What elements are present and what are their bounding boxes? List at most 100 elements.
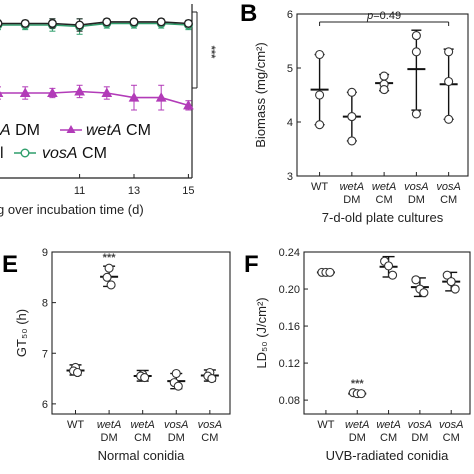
panel-b-x-tick-label-line2: CM: [440, 194, 457, 206]
panel-f-ld50-chart: 0.08 0.12 0.16 0.20 0.24 LD₅₀ (J/cm²) WT wetA DM…: [254, 247, 471, 463]
panel-b-data-point: [347, 87, 357, 97]
panel-e-x-tick-label-line2: DM: [168, 432, 185, 444]
panel-f-y-tick-label: 0.20: [279, 284, 300, 296]
panel-b-x-tick-label-line2: DM: [343, 194, 360, 206]
panel-a-significance: ***: [205, 46, 217, 60]
panel-label-b: B: [240, 0, 257, 27]
panel-e-data-point: [173, 381, 183, 391]
panel-b-data-point: [444, 114, 454, 124]
panel-e-data-point: [106, 280, 116, 290]
panel-b-data-point: [411, 47, 421, 57]
panel-a-point-triangle: [101, 87, 113, 97]
panel-a-x-axis-label: g over incubation time (d): [0, 202, 144, 217]
panel-b-data-point: [411, 31, 421, 41]
panel-e-data-point: [140, 372, 150, 383]
panel-e-x-tick-label-line2: DM: [101, 432, 118, 444]
panel-a-point-circle: [47, 18, 57, 28]
panel-f-y-tick-label: 0.12: [279, 358, 300, 370]
panel-e-x-tick-label: wetA: [130, 419, 154, 431]
panel-e-y-tick-label: 7: [42, 348, 48, 360]
panel-e-x-tick-label-line2: CM: [134, 432, 151, 444]
panel-f-x-tick-label-line2: DM: [411, 432, 428, 444]
panel-b-y-tick-label: 6: [287, 9, 293, 21]
panel-e-x-axis-label: Normal conidia: [98, 448, 185, 463]
panel-f-y-tick-label: 0.08: [279, 395, 300, 407]
panel-e-y-tick-label: 9: [42, 247, 48, 259]
panel-a-series-line: [0, 90, 189, 107]
panel-b-data-point: [347, 136, 357, 146]
panel-f-significance: ***: [351, 378, 365, 390]
panel-b-x-tick-label: WT: [311, 181, 328, 193]
panel-a-legend-marker-2: [66, 125, 76, 133]
panel-e-y-tick-label: 6: [42, 399, 48, 411]
panel-b-y-tick-label: 3: [287, 171, 293, 183]
panel-label-f: F: [244, 251, 259, 278]
panel-b-x-tick-label: vosA: [436, 181, 460, 193]
panel-f-x-tick-label-line2: DM: [349, 432, 366, 444]
panel-a-series-line: [0, 21, 189, 26]
panel-f-x-tick-label: vosA: [439, 419, 463, 431]
panel-b-data-point: [315, 90, 325, 100]
panel-b-y-axis-label: Biomass (mg/cm²): [253, 42, 268, 147]
panel-a-point-triangle: [155, 92, 167, 102]
panel-a-point-triangle: [128, 92, 140, 102]
panel-a-point-triangle: [74, 85, 85, 96]
panel-a-point-circle: [0, 19, 3, 28]
panel-b-x-tick-label-line2: DM: [408, 194, 425, 206]
panel-f-x-tick-label-line2: CM: [380, 432, 397, 444]
panel-a-point-circle: [102, 17, 112, 27]
panel-f-x-tick-label: WT: [317, 419, 334, 431]
panel-e-x-tick-label-line2: CM: [201, 432, 218, 444]
panel-a-point-circle: [75, 20, 85, 30]
panel-a-x-tick-label: 13: [128, 185, 140, 197]
panel-a-x-tick-label: 15: [182, 185, 194, 197]
panel-f-y-tick-label: 0.16: [279, 321, 300, 333]
panel-f-data-point: [446, 277, 456, 287]
panel-a-legend-marker-4: [20, 148, 30, 158]
panel-e-significance: ***: [103, 252, 117, 264]
panel-a-line-chart: *** 11 13 15 g over incubation time (d) A DM w…: [0, 4, 217, 217]
panel-a-point-circle: [156, 17, 166, 27]
panel-e-y-tick-label: 8: [42, 298, 48, 310]
panel-b-x-axis-label: 7-d-old plate cultures: [322, 210, 444, 225]
panel-a-legend-entry-3: l: [0, 145, 4, 162]
panel-b-y-tick-label: 5: [287, 63, 293, 75]
panel-b-x-tick-label: wetA: [372, 181, 396, 193]
panel-f-data-point: [450, 284, 460, 294]
panel-a-point-triangle: [0, 91, 4, 97]
panel-a-point-circle: [183, 18, 193, 28]
panel-b-data-point: [411, 109, 421, 119]
panel-b-data-point: [444, 76, 454, 87]
panel-f-x-tick-label: wetA: [376, 419, 400, 431]
panel-b-data-point: [315, 49, 325, 60]
panel-b-p-value: p=0.49: [366, 10, 401, 22]
panel-b-x-tick-label: vosA: [404, 181, 428, 193]
panel-b-data-point: [347, 112, 357, 122]
panel-a-point-triangle: [19, 87, 31, 97]
panel-e-y-axis-label: GT₅₀ (h): [14, 309, 29, 357]
panel-a-legend-entry-2: wetA CM: [86, 122, 151, 139]
panel-e-data-point: [207, 374, 217, 384]
panel-b-plot-frame: [296, 13, 469, 177]
panel-b-data-point: [444, 47, 454, 57]
panel-b-x-tick-label-line2: CM: [376, 194, 393, 206]
panel-e-x-tick-label: vosA: [164, 419, 188, 431]
panel-f-plot-frame: [303, 251, 471, 415]
panel-f-x-tick-label: vosA: [408, 419, 432, 431]
panel-a-legend-entry-1: A DM: [0, 122, 40, 139]
panel-b-data-point: [379, 85, 389, 95]
panel-e-data-point: [102, 272, 112, 282]
panel-e-x-tick-label: wetA: [97, 419, 121, 431]
panel-f-y-tick-label: 0.24: [279, 247, 300, 259]
panel-f-data-point: [384, 261, 394, 271]
panel-f-data-point: [356, 389, 366, 399]
panel-a-point-circle: [129, 17, 139, 27]
panel-b-y-tick-label: 4: [287, 117, 293, 129]
panel-f-y-axis-label: LD₅₀ (J/cm²): [254, 297, 269, 368]
panel-e-plot-frame: [51, 251, 231, 415]
panel-a-x-tick-label: 11: [74, 185, 85, 197]
panel-e-x-tick-label: vosA: [198, 419, 222, 431]
panel-a-legend-entry-4: vosA CM: [42, 145, 107, 162]
